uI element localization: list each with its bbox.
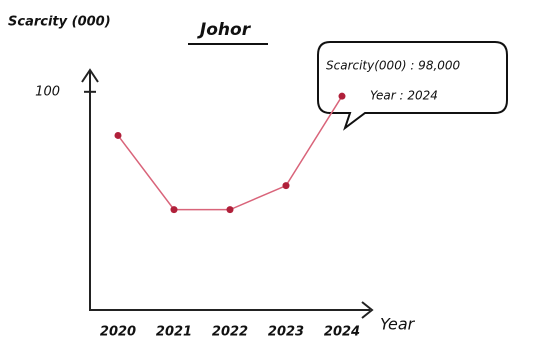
x-tick-label: 2020 [100,325,136,340]
x-axis-label: Year [380,315,416,334]
series-line [117,95,343,211]
x-tick-label: 2024 [324,325,360,340]
tooltip-value: Scarcity(000) : 98,000 [326,59,461,73]
tooltip-year: Year : 2024 [370,89,438,103]
tooltip-box [317,41,508,131]
y-tick-label: 100 [35,84,60,99]
x-tick-label: 2022 [212,325,248,340]
chart-title: Johor [197,20,252,40]
point [114,131,122,139]
x-tick-label: 2023 [268,325,304,340]
point [170,206,178,214]
point [338,92,346,100]
point [226,206,234,214]
axes [81,68,374,319]
point [282,182,290,190]
y-axis-label: Scarcity (000) [8,15,111,30]
x-tick-label: 2021 [156,325,192,340]
